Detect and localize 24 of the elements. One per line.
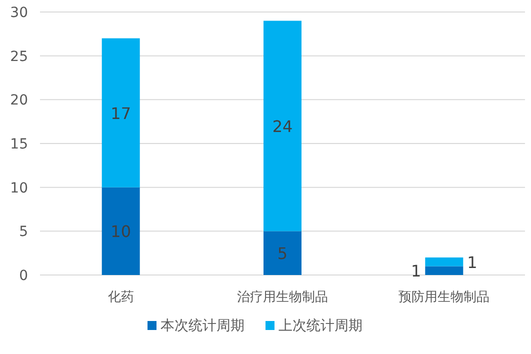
data-label: 10 (110, 222, 132, 242)
y-tick-label: 5 (19, 224, 28, 240)
x-tick-label: 化药 (108, 290, 134, 305)
data-label: 17 (110, 104, 132, 123)
legend-label: 本次统计周期 (160, 318, 244, 334)
bar (264, 231, 302, 275)
y-tick-label: 25 (10, 48, 28, 65)
y-tick-label: 15 (10, 136, 28, 152)
data-label: 24 (272, 116, 293, 136)
bar (425, 257, 464, 266)
y-tick-label: 0 (19, 268, 28, 284)
y-tick-label: 30 (10, 5, 28, 21)
bar (425, 266, 464, 275)
x-tick-label: 治疗用生物制品 (237, 290, 328, 305)
bar (102, 187, 140, 275)
data-label: 1 (467, 252, 478, 272)
bar (102, 38, 140, 188)
y-tick-label: 10 (10, 180, 28, 196)
bar (264, 20, 302, 232)
data-label: 5 (277, 244, 288, 264)
y-tick-label: 20 (10, 92, 28, 109)
data-label: 1 (410, 262, 422, 281)
x-tick-label: 预防用生物制品 (398, 290, 490, 305)
legend-label: 上次统计周期 (278, 318, 362, 334)
